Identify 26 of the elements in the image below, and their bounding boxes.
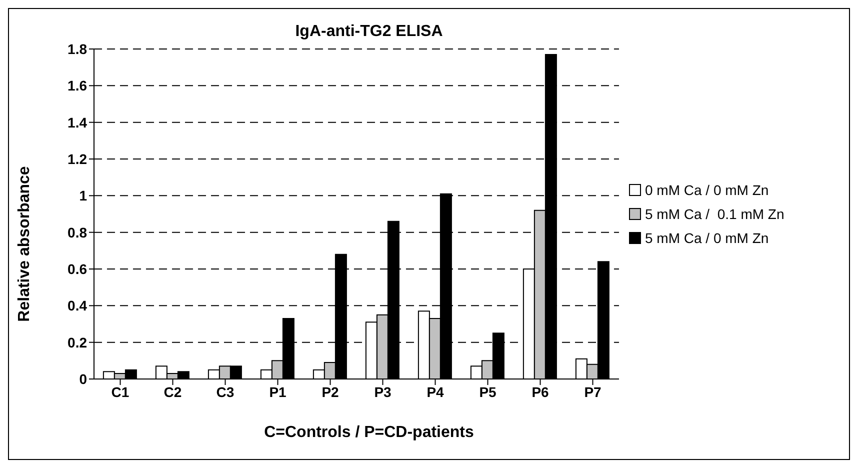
- x-tick-label: P6: [532, 384, 550, 400]
- x-tick-label: P7: [584, 384, 602, 400]
- x-tick-label: P2: [322, 384, 340, 400]
- y-axis-title: Relative absorbance: [16, 166, 34, 322]
- x-tick-label: C2: [164, 384, 182, 400]
- y-tick-label: 0.8: [68, 224, 88, 240]
- chart-title: IgA-anti-TG2 ELISA: [294, 23, 444, 41]
- x-tick-label: P1: [269, 384, 287, 400]
- y-tick-label: 0: [79, 370, 88, 387]
- x-tick-label: P4: [426, 384, 444, 400]
- y-tick-label: 0.4: [68, 298, 88, 314]
- x-tick-label: P3: [374, 384, 392, 400]
- x-tick-label: C3: [216, 384, 234, 400]
- x-axis-title: C=Controls / P=CD-patients: [263, 424, 475, 442]
- x-tick-label: P5: [479, 384, 497, 400]
- y-tick-label: 1: [79, 188, 88, 204]
- legend-label: 5 mM Ca / 0.1 mM Zn: [645, 206, 784, 222]
- y-tick-label: 1.8: [68, 40, 88, 57]
- y-tick-label: 1.4: [68, 114, 88, 130]
- y-tick-label: 0.6: [68, 260, 88, 277]
- legend-label: 5 mM Ca / 0 mM Zn: [645, 230, 769, 246]
- y-tick-label: 1.6: [68, 78, 88, 94]
- x-tick-label: C1: [111, 384, 130, 400]
- y-tick-label: 1.2: [68, 150, 88, 167]
- y-tick-label: 0.2: [68, 334, 88, 350]
- legend-label: 0 mM Ca / 0 mM Zn: [645, 182, 769, 198]
